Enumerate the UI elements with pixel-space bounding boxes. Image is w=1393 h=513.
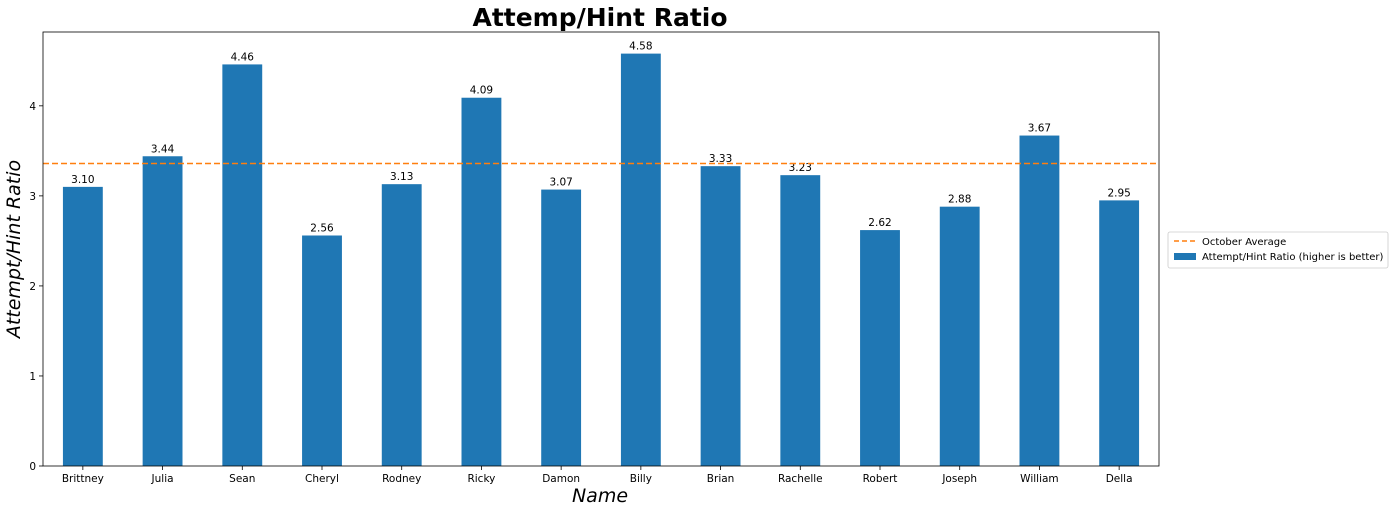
x-tick-label-ricky: Ricky	[467, 473, 495, 485]
legend-bar-label: Attempt/Hint Ratio (higher is better)	[1202, 252, 1384, 263]
x-tick-label-brian: Brian	[707, 473, 735, 485]
x-axis-label: Name	[572, 485, 628, 507]
x-axis: Brittney Julia Sean Cheryl Rodney Ricky Damon B…	[62, 466, 1133, 485]
x-tick-label-rodney: Rodney	[382, 473, 421, 485]
data-label-brittney: 3.10	[71, 174, 94, 186]
legend: October Average Attempt/Hint Ratio (high…	[1167, 231, 1389, 269]
x-tick-label-brittney: Brittney	[62, 473, 104, 485]
bar-julia	[142, 156, 183, 466]
data-label-william: 3.67	[1028, 123, 1051, 135]
legend-box	[1167, 231, 1389, 269]
data-label-rodney: 3.13	[390, 171, 413, 183]
bar-cheryl	[302, 235, 342, 466]
data-label-della: 2.95	[1107, 187, 1130, 199]
bars-layer: 3.10 3.44 4.46 2.56 3.13 4.09 3.07 4.58 3.33 3.23…	[62, 41, 1140, 467]
legend-bar-swatch	[1174, 253, 1196, 260]
y-tick-label-0: 0	[29, 461, 36, 473]
bar-robert	[860, 230, 900, 466]
x-tick-label-joseph: Joseph	[941, 473, 977, 485]
bar-ricky	[461, 97, 502, 467]
data-label-billy: 4.58	[629, 41, 652, 53]
plot-area-frame	[42, 31, 1160, 467]
bar-brian	[700, 166, 741, 467]
data-label-ricky: 4.09	[470, 85, 493, 97]
data-label-damon: 3.07	[549, 177, 572, 189]
legend-average-label: October Average	[1202, 237, 1286, 248]
bar-billy	[620, 53, 661, 467]
x-tick-label-sean: Sean	[229, 473, 255, 485]
y-axis-label: Attempt/Hint Ratio	[3, 160, 25, 340]
bar-rodney	[381, 184, 422, 467]
y-tick-label-4: 4	[29, 101, 36, 113]
data-label-brian: 3.33	[709, 153, 732, 165]
bar-della	[1099, 200, 1140, 466]
data-label-cheryl: 2.56	[310, 222, 334, 234]
bar-joseph	[939, 206, 980, 467]
data-label-robert: 2.62	[868, 217, 891, 229]
y-tick-label-2: 2	[29, 281, 36, 293]
bar-william	[1019, 135, 1060, 466]
bar-rachelle	[780, 175, 821, 467]
chart-title: Attemp/Hint Ratio	[472, 3, 727, 32]
x-tick-label-billy: Billy	[630, 473, 652, 485]
bar-sean	[222, 64, 263, 466]
x-tick-label-damon: Damon	[542, 473, 580, 485]
y-tick-label-1: 1	[29, 371, 36, 383]
x-tick-label-della: Della	[1106, 473, 1133, 485]
y-axis: 0 1 2 3 4	[29, 101, 43, 473]
x-tick-label-william: William	[1020, 473, 1058, 485]
y-tick-label-3: 3	[29, 191, 36, 203]
data-label-rachelle: 3.23	[789, 162, 812, 174]
bar-brittney	[62, 186, 103, 466]
x-tick-label-rachelle: Rachelle	[778, 473, 823, 485]
x-tick-label-julia: Julia	[151, 473, 174, 485]
data-label-julia: 3.44	[151, 143, 175, 155]
data-label-sean: 4.46	[231, 51, 255, 63]
x-tick-label-cheryl: Cheryl	[305, 473, 339, 485]
bar-damon	[541, 189, 582, 466]
x-tick-label-robert: Robert	[863, 473, 898, 485]
data-label-joseph: 2.88	[948, 194, 971, 206]
